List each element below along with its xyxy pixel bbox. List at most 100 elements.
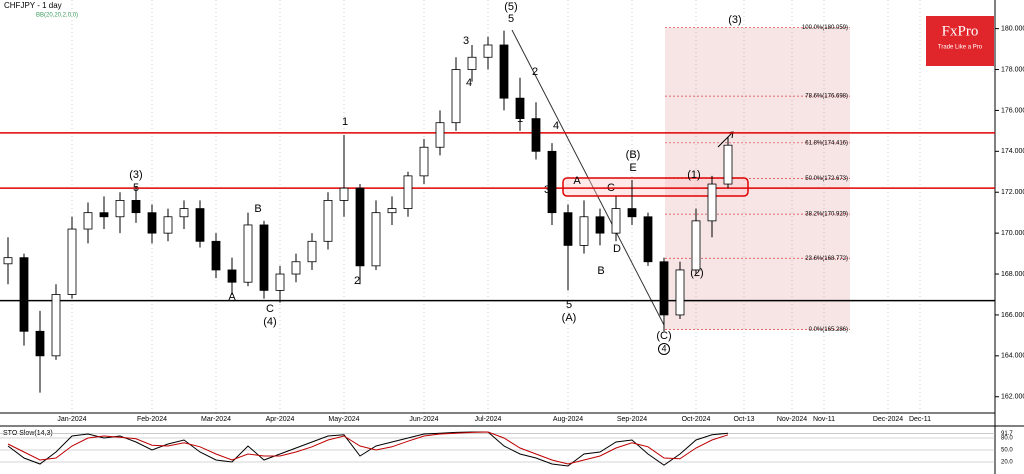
wave-label: B	[254, 203, 261, 215]
y-tick-label: 164.000	[1001, 353, 1024, 360]
candle-body	[355, 187, 365, 267]
candle-body	[51, 294, 61, 357]
candle-body	[579, 216, 589, 246]
wave-label: (3)	[728, 14, 741, 26]
candle-body	[707, 183, 717, 222]
wave-label: (4)	[263, 316, 276, 328]
wave-label: 2	[354, 275, 360, 287]
candle-body	[547, 150, 557, 214]
fib-label: 100.0%(180.059)	[802, 25, 848, 31]
candle-body	[643, 216, 653, 263]
wave-label: 5	[566, 299, 572, 311]
candle-body	[515, 97, 525, 120]
y-tick-label: 170.000	[1001, 230, 1024, 237]
candle-body	[595, 216, 605, 234]
candle-body	[563, 212, 573, 246]
x-tick-label: Jul-2024	[475, 416, 502, 423]
wave-label: C	[266, 303, 274, 315]
under-layer: 100.0%(180.059) 78.6%(176.698) 61.8%(174.4…	[71, 0, 921, 413]
candle-body	[19, 257, 29, 332]
wave-label: 2	[532, 66, 538, 78]
fib-label: 78.6%(176.698)	[805, 94, 848, 100]
candle-body	[675, 269, 685, 316]
candle-body	[67, 228, 77, 295]
candle-body	[339, 187, 349, 201]
candle-body	[531, 118, 541, 152]
sto-line	[7, 431, 729, 465]
y-tick-label: 172.000	[1001, 189, 1024, 196]
x-tick-label: Apr-2024	[266, 416, 295, 423]
candle-body	[259, 224, 269, 291]
candle-body	[195, 208, 205, 242]
x-tick-label: Oct-13	[733, 416, 754, 423]
candle-body	[435, 122, 445, 148]
candle-body	[243, 224, 253, 283]
y-tick-label: 176.000	[1001, 107, 1024, 114]
candle-body	[691, 220, 701, 271]
sto-tick-label: 80.0	[1001, 436, 1013, 442]
y-tick-label: 174.000	[1001, 148, 1024, 155]
y-tick-label: 180.000	[1001, 25, 1024, 32]
candle-body	[451, 69, 461, 124]
logo-brand: FxPro	[942, 23, 979, 39]
x-tick-label: Dec-2024	[873, 416, 903, 423]
y-tick-label: 166.000	[1001, 312, 1024, 319]
fib-label: 61.8%(174.416)	[805, 140, 848, 146]
chart-title: CHFJPY - 1 day	[4, 1, 62, 10]
fib-label: 50.0%(172.673)	[805, 176, 848, 182]
wave-label: E	[629, 162, 636, 174]
x-tick-label: Nov-2024	[777, 416, 807, 423]
y-tick-label: 162.000	[1001, 394, 1024, 401]
x-tick-label: Nov-11	[813, 416, 835, 423]
wave-label: (3)	[129, 169, 142, 181]
candle-body	[227, 269, 237, 283]
x-tick-label: Oct-2024	[682, 416, 711, 423]
candle-body	[403, 175, 413, 209]
wave-label: A	[228, 291, 236, 303]
indicator-label: BB(20,20,2,0,0)	[36, 13, 78, 19]
candle-body	[323, 200, 333, 242]
circle	[658, 343, 670, 355]
wave-label: (5)	[504, 1, 517, 13]
wave-label: 1	[342, 116, 348, 128]
wave-label: (C)	[656, 330, 671, 342]
candle-body	[99, 212, 109, 218]
sto-line	[7, 431, 729, 467]
y-tick-label: 168.000	[1001, 271, 1024, 278]
wave-label: (1)	[687, 169, 700, 181]
candle-body	[387, 208, 397, 214]
sto-tick-label: 50.0	[1001, 448, 1013, 454]
candle-body	[35, 330, 45, 357]
wave-label: 3	[463, 35, 469, 47]
x-tick-label: Aug-2024	[553, 416, 583, 423]
candle-body	[723, 144, 733, 185]
x-tick-label: Jan-2024	[57, 416, 86, 423]
sto-tick-label: 20.0	[1001, 460, 1013, 466]
wave-label: 5	[508, 13, 514, 25]
candle-body	[611, 208, 621, 234]
fib-label: 0.0%(165.286)	[809, 327, 848, 333]
x-tick-label: Feb-2024	[137, 416, 167, 423]
wave-label: (B)	[626, 149, 641, 161]
x-tick-label: Mar-2024	[201, 416, 231, 423]
candle-body	[483, 44, 493, 58]
candle-body	[3, 257, 13, 265]
candle-body	[275, 273, 285, 291]
candle-body	[419, 146, 429, 177]
y-tick-label: 178.000	[1001, 66, 1024, 73]
x-tick-label: Sep-2024	[617, 416, 647, 423]
candle-body	[371, 212, 381, 267]
candle-body	[467, 56, 477, 70]
fib-label: 38.2%(170.929)	[805, 212, 848, 218]
zone-box	[562, 177, 749, 197]
wave-label: 4	[661, 343, 666, 353]
candle-body	[147, 212, 157, 234]
candle-body	[499, 44, 509, 99]
candle-body	[659, 261, 669, 316]
wave-label: 4	[466, 77, 472, 89]
x-tick-label: May-2024	[328, 416, 359, 423]
wave-label: 4	[553, 120, 559, 132]
sto-tick-label: 91.7	[1001, 431, 1013, 437]
